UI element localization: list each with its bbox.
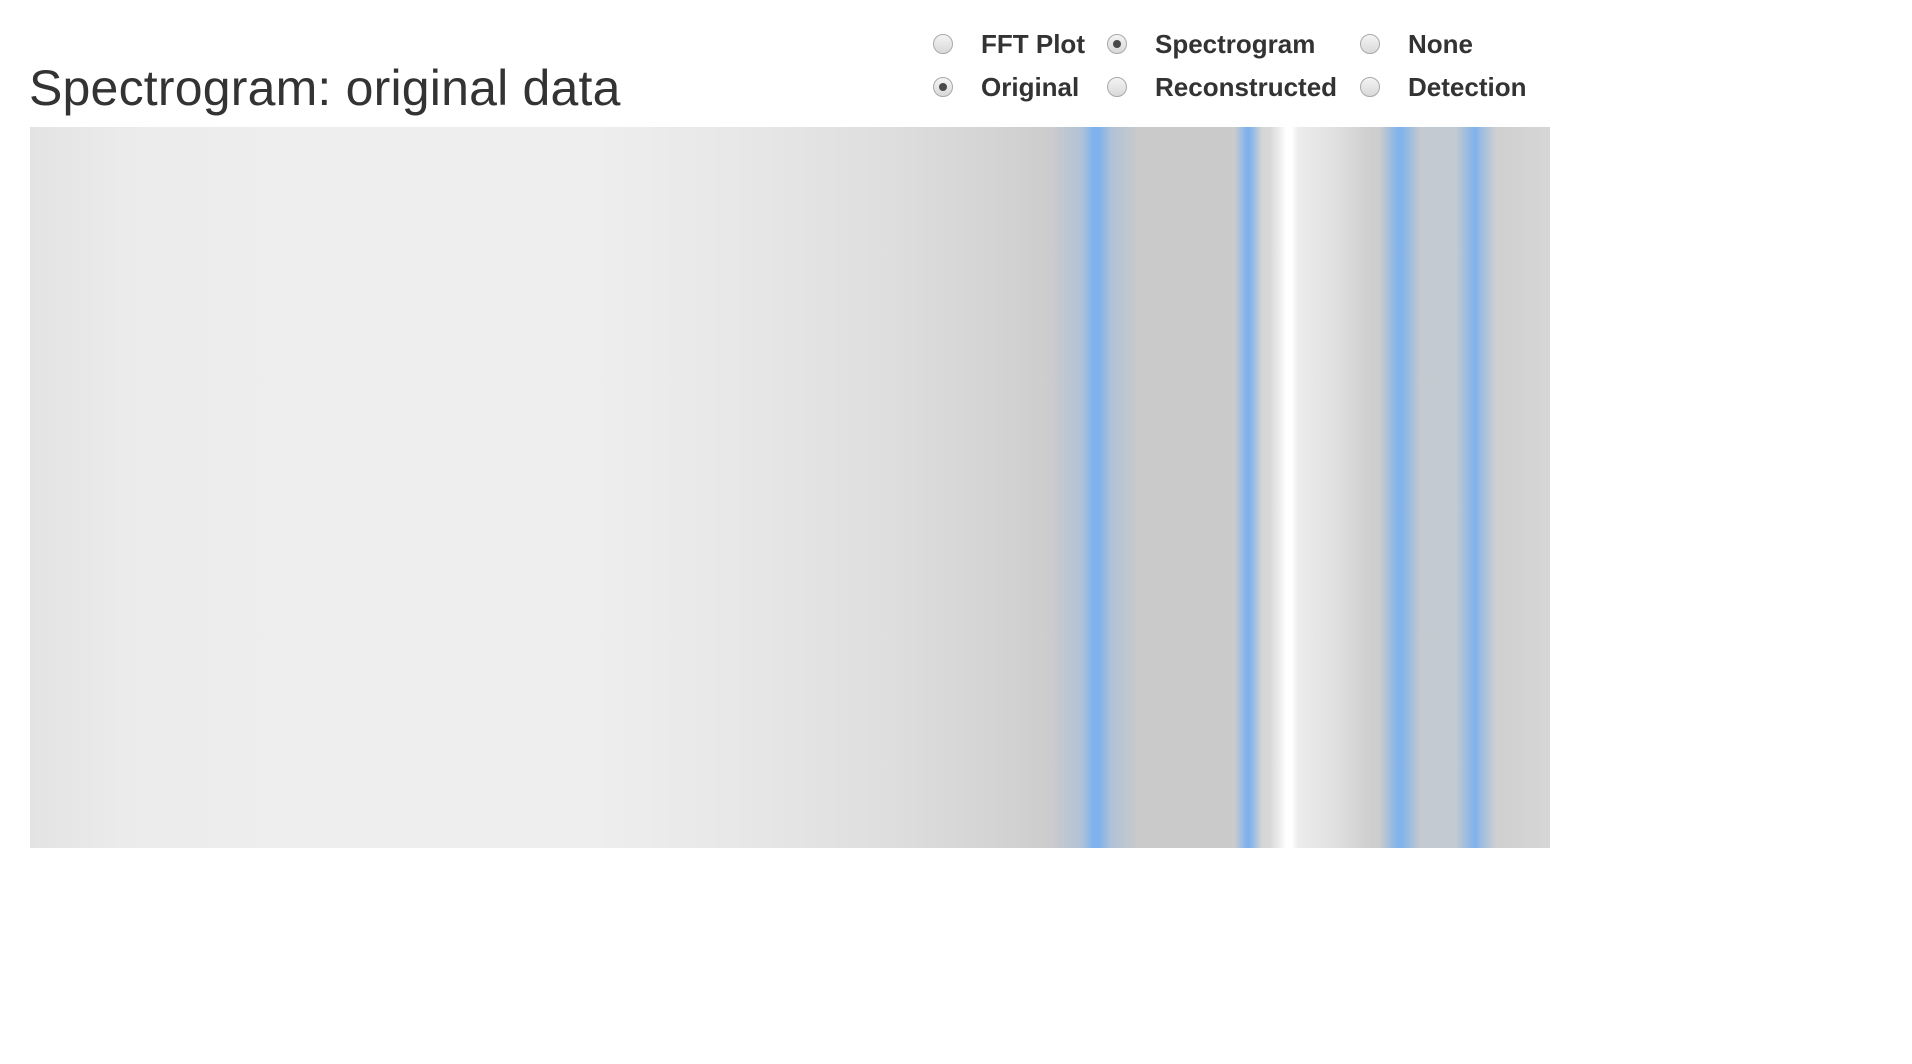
radio-original-label: Original xyxy=(981,71,1080,102)
spectrogram-band-3 xyxy=(1380,127,1420,848)
radio-detection[interactable]: Detection xyxy=(1360,70,1526,104)
radio-original[interactable]: Original xyxy=(933,70,1079,104)
radio-none-circle[interactable] xyxy=(1360,34,1380,54)
radio-reconstructed-circle[interactable] xyxy=(1107,77,1127,97)
radio-fft-plot-circle[interactable] xyxy=(933,34,953,54)
radio-reconstructed[interactable]: Reconstructed xyxy=(1107,70,1337,104)
spectrogram-band-2 xyxy=(1234,127,1262,848)
radio-original-circle[interactable] xyxy=(933,77,953,97)
spectrogram-canvas xyxy=(30,127,1550,848)
page-title: Spectrogram: original data xyxy=(29,60,621,116)
radio-detection-label: Detection xyxy=(1408,71,1527,102)
spectrogram-band-1 xyxy=(1050,127,1140,848)
radio-detection-circle[interactable] xyxy=(1360,77,1380,97)
radio-spectrogram-label: Spectrogram xyxy=(1155,28,1316,59)
radio-spectrogram-circle[interactable] xyxy=(1107,34,1127,54)
radio-fft-plot[interactable]: FFT Plot xyxy=(933,27,1085,61)
radio-none[interactable]: None xyxy=(1360,27,1473,61)
radio-reconstructed-label: Reconstructed xyxy=(1155,71,1338,102)
radio-none-label: None xyxy=(1408,28,1473,59)
radio-spectrogram[interactable]: Spectrogram xyxy=(1107,27,1315,61)
spectrogram-band-4 xyxy=(1456,127,1496,848)
radio-fft-plot-label: FFT Plot xyxy=(981,28,1085,59)
